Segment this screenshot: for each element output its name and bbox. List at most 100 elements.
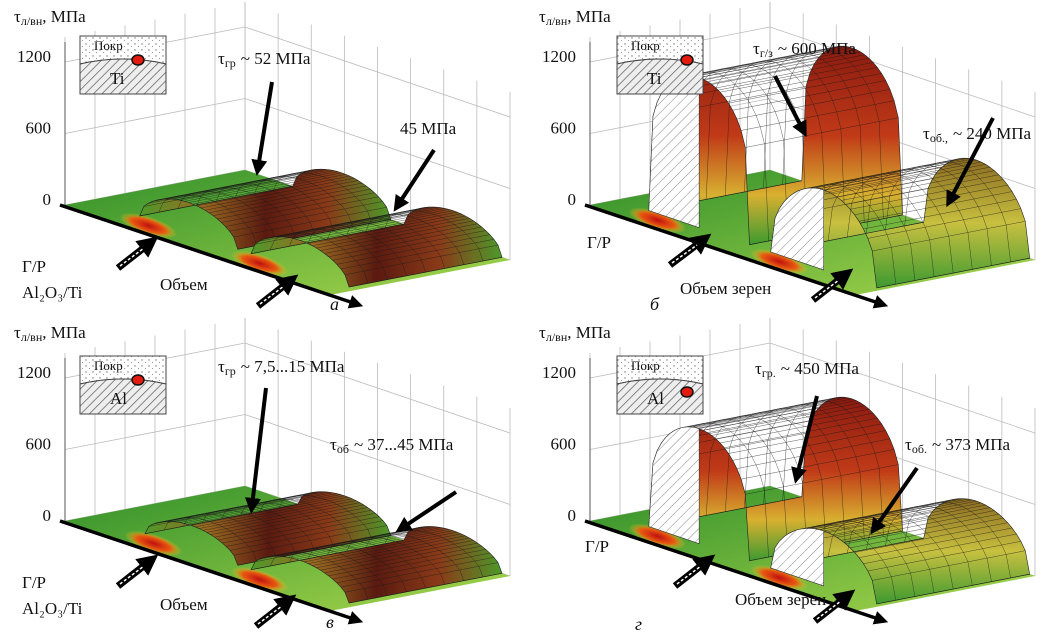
annotation-text: ~ 373 МПа — [932, 435, 1011, 454]
inclusion — [680, 386, 694, 398]
mesh-line — [346, 537, 445, 585]
mesh-line — [259, 498, 353, 544]
grid-line — [64, 98, 511, 189]
y-axis-label: τл/вн, МПа — [14, 7, 86, 28]
hot-spot — [124, 530, 183, 557]
mesh-line — [808, 180, 916, 281]
grid-line — [64, 414, 511, 505]
inclusion — [680, 54, 694, 66]
subscript: г/з — [760, 46, 773, 60]
x-axis-arrow — [59, 519, 364, 625]
symbol: τ — [753, 39, 760, 58]
annotation: τгр ~ 52 МПа — [218, 49, 311, 70]
surface-mesh — [770, 157, 1030, 289]
unit: , МПа — [42, 7, 86, 26]
subscript: л/вн — [21, 330, 43, 344]
hot-spot — [230, 566, 289, 593]
mesh-line — [269, 552, 369, 600]
inset-coating: Покр — [94, 38, 123, 53]
hatched-arrow-inner — [671, 244, 698, 264]
annotation-text: ~ 52 МПа — [241, 49, 311, 68]
annotation-arrow — [773, 75, 807, 138]
interface-label: Al₂O₃/Ti — [22, 283, 83, 302]
mesh-line — [705, 64, 808, 234]
annotation-arrow — [395, 490, 458, 533]
mesh-line — [177, 191, 277, 242]
mesh-line — [183, 513, 277, 558]
interface-label: Г/Р — [585, 537, 609, 556]
hatched-arrow-inner — [119, 565, 145, 585]
inclusion — [131, 374, 145, 386]
mesh-line — [273, 172, 372, 224]
symbol: τ — [905, 435, 912, 454]
inset-substrate: Al — [647, 389, 664, 408]
surface-mesh — [250, 526, 503, 604]
unit: , МПа — [42, 323, 86, 342]
hot-spot — [750, 248, 808, 275]
mesh-line — [846, 172, 954, 274]
mesh-line — [235, 180, 334, 231]
subscript: л/вн — [21, 14, 43, 28]
mesh-line — [808, 520, 916, 597]
unit: , МПа — [567, 323, 611, 342]
y-tick-label: 1200 — [542, 363, 576, 382]
interface-label: Г/Р — [22, 573, 46, 592]
y-tick-label: 0 — [43, 190, 52, 209]
symbol: τ — [218, 49, 225, 68]
hatched-arrow-inner — [257, 605, 283, 625]
mesh-line — [744, 57, 846, 227]
surface-mesh — [648, 45, 903, 245]
y-tick-label: 600 — [551, 118, 577, 137]
surface-mesh — [250, 206, 503, 288]
subscript: л/вн — [546, 14, 568, 28]
x-axis-label: Объем — [160, 275, 208, 294]
grid-line — [589, 98, 1036, 189]
mesh-line — [686, 68, 788, 238]
panel-letter: б — [650, 294, 660, 314]
substrate — [616, 58, 704, 95]
inset: Покр Al — [616, 355, 704, 415]
inset-substrate: Ti — [647, 69, 662, 88]
inclusion — [131, 54, 145, 66]
annotation-text: ~ 450 МПа — [781, 359, 860, 378]
mesh-line — [215, 183, 315, 235]
cross-section — [648, 426, 700, 545]
panel-letter: в — [326, 612, 334, 632]
y-axis-label: τл/вн, МПа — [539, 323, 611, 344]
cross-section — [770, 528, 825, 587]
mesh-line — [289, 548, 388, 596]
hot-spot — [628, 523, 687, 549]
mesh-line — [384, 210, 484, 262]
interface-label: Al₂O₃/Ti — [22, 599, 83, 618]
panel-letter: а — [330, 294, 339, 314]
mesh-line — [827, 176, 935, 277]
y-tick-label: 600 — [551, 434, 577, 453]
annotation: τоб ~ 37...45 МПа — [330, 435, 454, 456]
surface-mesh — [139, 168, 391, 250]
mesh-line — [346, 217, 445, 269]
y-tick-label: 0 — [43, 506, 52, 525]
mesh-line — [365, 214, 465, 265]
hatched-arrow-inner — [676, 565, 702, 585]
annotation: τоб., ~ 240 МПа — [923, 124, 1032, 145]
mesh-line — [725, 411, 827, 546]
annotation: τгр. ~ 450 МПа — [755, 359, 859, 380]
y-tick-label: 1200 — [17, 363, 51, 382]
hatched-arrow-inner — [814, 279, 840, 299]
y-axis-label: τл/вн, МПа — [14, 323, 86, 344]
symbol: τ — [755, 359, 762, 378]
symbol: τ — [14, 323, 21, 342]
annotation: τгр ~ 7,5...15 МПа — [218, 357, 345, 378]
y-tick-label: 1200 — [17, 47, 51, 66]
inset-coating: Покр — [631, 358, 660, 373]
symbol: τ — [539, 7, 546, 26]
symbol: τ — [539, 323, 546, 342]
mesh-line — [308, 544, 407, 592]
mesh-line — [725, 60, 827, 230]
mesh-line — [744, 408, 846, 543]
annotation: τоб. ~ 373 МПа — [905, 435, 1011, 456]
mesh-line — [254, 176, 353, 228]
